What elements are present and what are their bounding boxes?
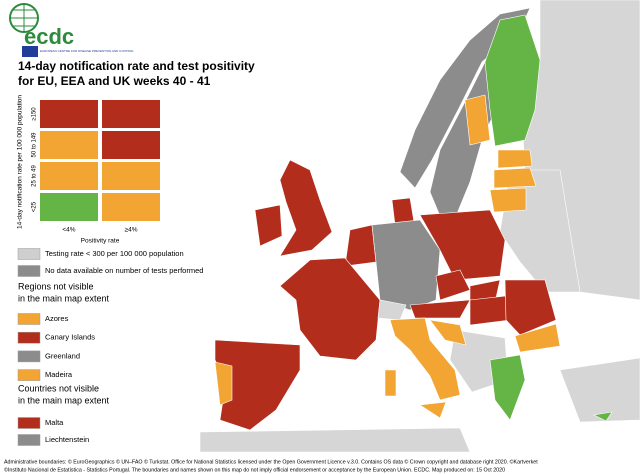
matrix-cell <box>102 162 160 190</box>
legend-swatch <box>17 331 41 344</box>
matrix-cell <box>40 131 98 159</box>
legend-swatch <box>17 313 41 325</box>
matrix-cell <box>102 131 160 159</box>
sicily <box>419 401 447 419</box>
matrix-y-label: 14-day notification rate per 100 000 pop… <box>17 95 24 229</box>
romania <box>504 279 557 336</box>
footer-line: Administrative boundaries: © EuroGeograp… <box>4 458 538 465</box>
poland <box>419 209 506 281</box>
matrix-row-label: <25 <box>32 201 38 212</box>
non-eu-land <box>199 427 471 453</box>
italy <box>389 317 461 401</box>
legend-label: Liechtenstein <box>45 435 89 444</box>
bulgaria <box>514 323 561 353</box>
finland <box>484 14 541 147</box>
matrix-x-label: Positivity rate <box>81 238 120 245</box>
legend-label: Greenland <box>45 351 80 360</box>
legend-heading: Regions not visible <box>18 281 94 291</box>
matrix-cell <box>40 162 98 190</box>
portugal <box>214 361 233 406</box>
eu-flag <box>22 46 38 57</box>
matrix-column-label: <4% <box>62 227 75 234</box>
legend-label: No data available on number of tests per… <box>45 266 203 275</box>
matrix-cell <box>40 193 98 221</box>
cyprus <box>593 411 613 422</box>
sardinia <box>384 369 397 397</box>
legend-label: Azores <box>45 314 69 323</box>
non-eu-land <box>559 357 640 423</box>
legend-swatch <box>17 417 41 429</box>
germany <box>371 219 441 311</box>
legend-label: Testing rate < 300 per 100 000 populatio… <box>45 249 184 258</box>
benelux <box>344 224 377 267</box>
france <box>279 257 381 361</box>
matrix: 14-day notification rate per 100 000 pop… <box>17 95 160 245</box>
matrix-cell <box>102 193 160 221</box>
matrix-row-label: 25 to 49 <box>32 164 38 186</box>
logo-text: ecdc <box>24 24 74 49</box>
footer-line: ©Instituto Nacional de Estatística - Sta… <box>4 466 505 473</box>
legend: Testing rate < 300 per 100 000 populatio… <box>17 248 203 446</box>
matrix-cell <box>40 100 98 128</box>
legend-heading: in the main map extent <box>18 395 110 405</box>
ireland <box>254 204 283 247</box>
legend-swatch <box>17 369 41 381</box>
legend-swatch <box>17 248 41 260</box>
legend-swatch <box>17 350 41 363</box>
map <box>199 0 640 453</box>
legend-swatch <box>17 265 41 277</box>
greece <box>489 354 526 421</box>
legend-heading: Countries not visible <box>18 383 99 393</box>
legend-label: Canary Islands <box>45 333 95 342</box>
matrix-cell <box>102 100 160 128</box>
estonia <box>497 149 533 169</box>
hungary <box>469 295 511 326</box>
legend-label: Malta <box>45 418 64 427</box>
finland-region <box>464 94 491 146</box>
logo-grid <box>10 4 38 32</box>
legend-heading: in the main map extent <box>18 293 110 303</box>
logo-subtitle: EUROPEAN CENTRE FOR DISEASE PREVENTION A… <box>40 49 134 53</box>
matrix-column-label: ≥4% <box>125 227 138 234</box>
croatia <box>429 319 467 346</box>
logo: ecdc EUROPEAN CENTRE FOR DISEASE PREVENT… <box>9 3 134 57</box>
austria <box>409 299 471 319</box>
title-line: 14-day notification rate and test positi… <box>18 59 255 73</box>
united-kingdom <box>279 159 333 257</box>
matrix-row-label: ≥150 <box>32 107 38 121</box>
legend-label: Madeira <box>45 370 73 379</box>
matrix-row-label: 50 to 149 <box>32 132 38 158</box>
title-line: for EU, EEA and UK weeks 40 - 41 <box>18 74 211 88</box>
lithuania <box>489 187 527 213</box>
latvia <box>493 167 537 189</box>
legend-swatch <box>17 434 41 446</box>
